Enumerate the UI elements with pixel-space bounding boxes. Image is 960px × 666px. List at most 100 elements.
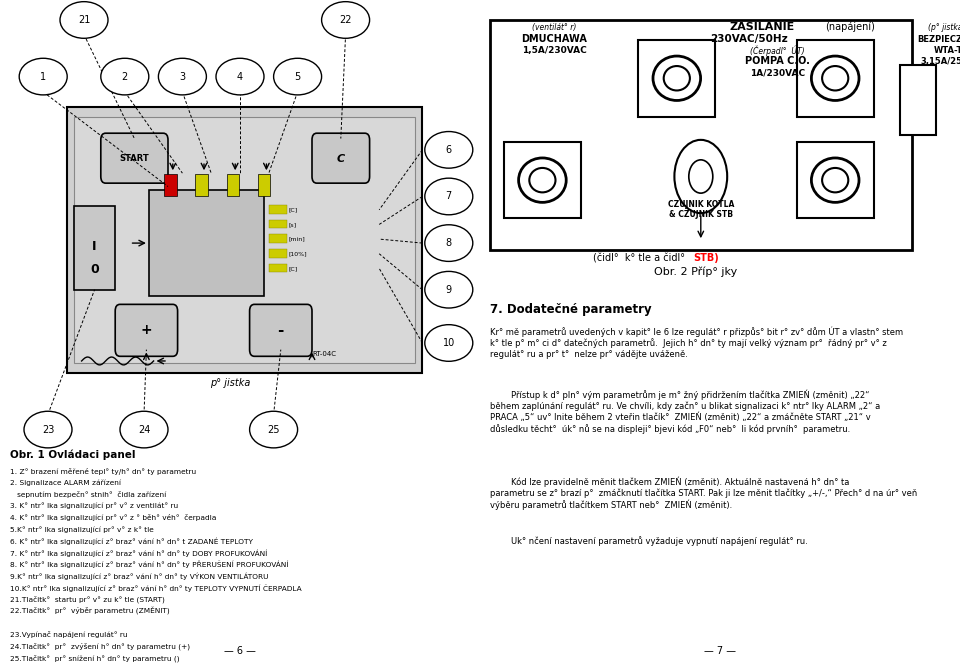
Circle shape <box>674 140 728 213</box>
Text: 21: 21 <box>78 15 90 25</box>
Text: (Čerpadl°  ÚT): (Čerpadl° ÚT) <box>751 45 804 56</box>
Text: Kód lze pravidelně měnit tlačkem ZMIEŃ (změnit). Aktuálně nastavená h° dn° ta
pa: Kód lze pravidelně měnit tlačkem ZMIEŃ (… <box>490 476 917 510</box>
Ellipse shape <box>811 56 859 101</box>
Bar <box>269 234 287 243</box>
Text: Obr. 2 Příp° jky: Obr. 2 Příp° jky <box>655 266 737 277</box>
Text: [C]: [C] <box>289 266 299 271</box>
Ellipse shape <box>101 59 149 95</box>
Text: BEZPIECZNIK: BEZPIECZNIK <box>917 35 960 44</box>
Text: 1,5A/230VAC: 1,5A/230VAC <box>522 46 587 55</box>
Ellipse shape <box>822 66 849 91</box>
Text: 1: 1 <box>40 71 46 82</box>
Text: 2. Signalizace ALARM zářízení: 2. Signalizace ALARM zářízení <box>10 480 121 486</box>
FancyBboxPatch shape <box>504 142 581 218</box>
Text: 3: 3 <box>180 71 185 82</box>
Ellipse shape <box>24 412 72 448</box>
FancyBboxPatch shape <box>312 133 370 183</box>
Text: 6: 6 <box>445 145 452 155</box>
Text: & CZUJNIK STB: & CZUJNIK STB <box>669 210 732 219</box>
Ellipse shape <box>120 412 168 448</box>
Ellipse shape <box>653 56 701 101</box>
Text: — 6 —: — 6 — <box>224 646 256 657</box>
Text: Obr. 1 Ovládaci panel: Obr. 1 Ovládaci panel <box>10 450 135 460</box>
FancyBboxPatch shape <box>149 190 264 296</box>
Text: 22: 22 <box>339 15 352 25</box>
Ellipse shape <box>158 59 206 95</box>
Bar <box>269 220 287 228</box>
Text: [min]: [min] <box>289 236 305 242</box>
Text: 7. K° ntr° lka signalizující z° braz° vání h° dn° ty DOBY PROFUKOVÁNÍ: 7. K° ntr° lka signalizující z° braz° vá… <box>10 549 267 557</box>
FancyBboxPatch shape <box>115 304 178 356</box>
Text: [10%]: [10%] <box>289 251 307 256</box>
FancyBboxPatch shape <box>797 40 874 117</box>
Ellipse shape <box>529 168 556 192</box>
Ellipse shape <box>424 325 472 361</box>
Ellipse shape <box>424 132 472 168</box>
Text: 7. Dodatečné parametry: 7. Dodatečné parametry <box>490 303 651 316</box>
Ellipse shape <box>216 59 264 95</box>
Text: 24: 24 <box>138 424 150 435</box>
Ellipse shape <box>322 1 370 39</box>
Bar <box>269 249 287 258</box>
Text: p° jistka: p° jistka <box>210 378 251 388</box>
Text: 4. K° ntr° lka signalizující pr° v° z ° běh° véh°  čerpadla: 4. K° ntr° lka signalizující pr° v° z ° … <box>10 514 216 521</box>
Text: POMPA C.O.: POMPA C.O. <box>745 56 810 67</box>
Text: 22.Tlačitk°  pr°  výběr parametru (ZMĚNIT): 22.Tlačitk° pr° výběr parametru (ZMĚNIT) <box>10 607 169 615</box>
Text: Přístup k d° pln° vým parametrům je m° žný přidržením tlačítka ZMIEŃ (změnit) „2: Přístup k d° pln° vým parametrům je m° ž… <box>490 390 880 434</box>
Text: — 7 —: — 7 — <box>704 646 736 657</box>
Text: +: + <box>140 323 153 338</box>
Ellipse shape <box>424 178 472 214</box>
Ellipse shape <box>822 168 849 192</box>
Text: 24.Tlačitk°  pr°  zvýšení h° dn° ty parametru (+): 24.Tlačitk° pr° zvýšení h° dn° ty parame… <box>10 642 190 650</box>
FancyBboxPatch shape <box>101 133 168 183</box>
Text: DMUCHAWA: DMUCHAWA <box>521 34 588 45</box>
Bar <box>164 174 177 196</box>
Ellipse shape <box>19 59 67 95</box>
Text: 1. Z° brazení měřené tepl° ty/h° dn° ty parametru: 1. Z° brazení měřené tepl° ty/h° dn° ty … <box>10 468 196 475</box>
Text: 9.K° ntr° lka signalizující z° braz° vání h° dn° ty VÝKON VENTILÁTORU: 9.K° ntr° lka signalizující z° braz° ván… <box>10 573 268 580</box>
Text: C: C <box>337 153 345 164</box>
Bar <box>269 205 287 214</box>
Text: 5.K° ntr° lka signalizující pr° v° z k° tle: 5.K° ntr° lka signalizující pr° v° z k° … <box>10 526 154 533</box>
Text: 4: 4 <box>237 71 243 82</box>
Text: 10: 10 <box>443 338 455 348</box>
Text: (napájení): (napájení) <box>826 21 876 32</box>
FancyBboxPatch shape <box>67 107 422 373</box>
Ellipse shape <box>60 1 108 39</box>
Text: 7: 7 <box>445 191 452 202</box>
Circle shape <box>688 160 712 193</box>
Text: (p° jistka ): (p° jistka ) <box>928 23 960 33</box>
Text: 8. K° ntr° lka signalizující z° braz° vání h° dn° ty PŘERUŠENÍ PROFUKOVÁNÍ: 8. K° ntr° lka signalizující z° braz° vá… <box>10 561 288 568</box>
Text: 8: 8 <box>445 238 452 248</box>
Text: 0: 0 <box>90 263 99 276</box>
Text: 21.Tlačitk°  startu pr° v° zu k° tle (START): 21.Tlačitk° startu pr° v° zu k° tle (STA… <box>10 596 164 603</box>
Text: ZASILANIE: ZASILANIE <box>730 21 795 32</box>
Text: RT-04C: RT-04C <box>312 351 336 358</box>
Text: 3. K° ntr° lka signalizující pr° v° z ventilát° ru: 3. K° ntr° lka signalizující pr° v° z ve… <box>10 503 178 509</box>
Text: 9: 9 <box>445 284 452 295</box>
FancyBboxPatch shape <box>250 304 312 356</box>
FancyBboxPatch shape <box>75 206 115 290</box>
Text: 2: 2 <box>122 71 128 82</box>
FancyBboxPatch shape <box>490 20 912 250</box>
Text: I: I <box>92 240 97 253</box>
Text: [C]: [C] <box>289 207 299 212</box>
Text: 230VAC/50Hz: 230VAC/50Hz <box>710 33 787 44</box>
Ellipse shape <box>424 272 472 308</box>
Text: WTA-T: WTA-T <box>933 46 960 55</box>
Text: STB): STB) <box>693 253 719 264</box>
Ellipse shape <box>424 225 472 261</box>
Text: 23.Vypínač napájení regulát° ru: 23.Vypínač napájení regulát° ru <box>10 631 127 638</box>
Text: CZUJNIK KOTLA: CZUJNIK KOTLA <box>667 200 734 209</box>
Text: -: - <box>277 323 284 338</box>
Ellipse shape <box>811 158 859 202</box>
Bar <box>269 264 287 272</box>
Text: 1A/230VAC: 1A/230VAC <box>750 68 805 77</box>
Text: 6. K° ntr° lka signalizující z° braz° vání h° dn° t ZADANÉ TEPLOTY: 6. K° ntr° lka signalizující z° braz° vá… <box>10 537 252 545</box>
Text: 23: 23 <box>42 424 54 435</box>
Text: START: START <box>120 154 149 163</box>
Text: Uk° nčení nastavení parametrů vyžaduje vypnutí napájení regulát° ru.: Uk° nčení nastavení parametrů vyžaduje v… <box>490 536 807 546</box>
Text: [s]: [s] <box>289 222 297 227</box>
Text: Kr° mě parametrů uvedených v kapit° le 6 lze regulát° r přizpůs° bit r° zv° dům : Kr° mě parametrů uvedených v kapit° le 6… <box>490 326 902 359</box>
FancyBboxPatch shape <box>75 117 415 363</box>
